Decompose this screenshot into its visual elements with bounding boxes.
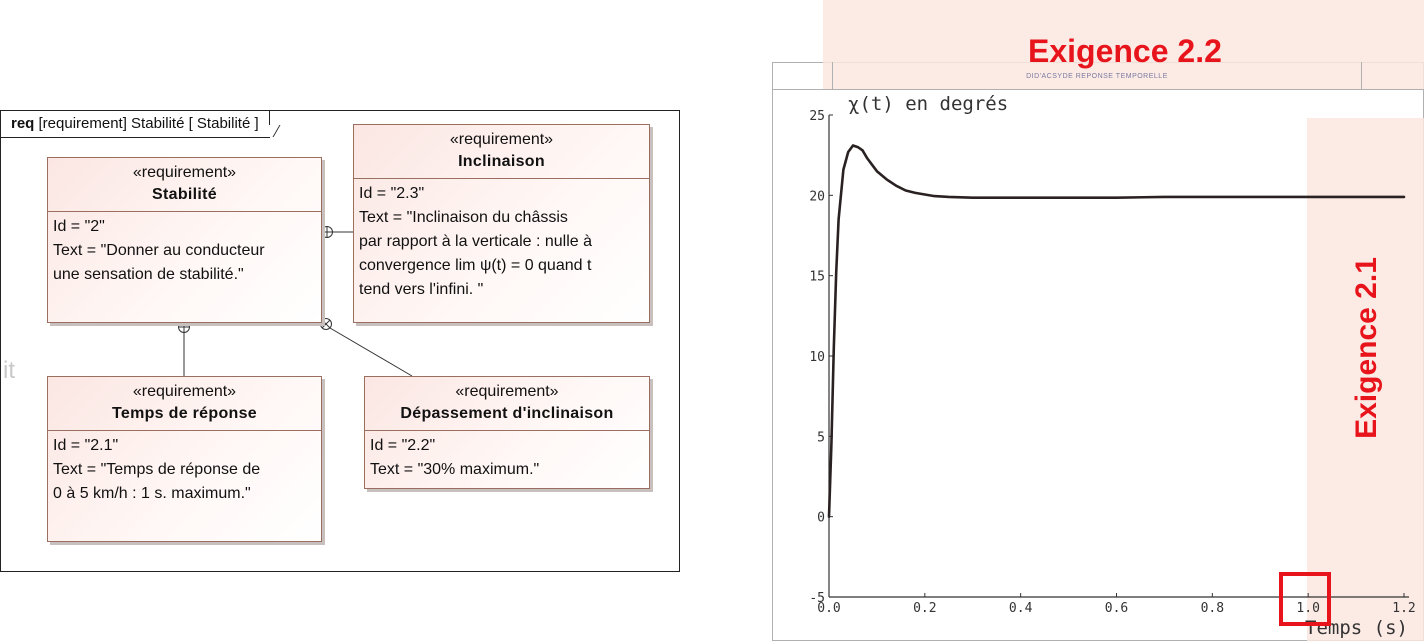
chart-ticks: -5 0 5 10 15 20 25 0.0 0.2 0.4 0.6 0.8 1.0 1.2 bbox=[809, 109, 1415, 616]
requirement-line: une sensation de stabilité." bbox=[53, 266, 244, 283]
chart-title: χ(t) en degrés bbox=[848, 93, 1008, 115]
requirement-name: Stabilité bbox=[152, 186, 217, 203]
requirement-body: Id = "2.2" Text = "30% maximum." bbox=[365, 431, 649, 485]
chart-series bbox=[827, 144, 1406, 519]
requirement-line: Text = "Inclinaison du châssis bbox=[359, 209, 568, 226]
requirement-stereotype: «requirement» bbox=[132, 383, 237, 400]
chart-axes bbox=[828, 115, 1409, 598]
y-tick-label: 5 bbox=[817, 430, 825, 445]
requirement-name: Dépassement d'inclinaison bbox=[400, 405, 614, 422]
requirement-body: Id = "2" Text = "Donner au conducteur un… bbox=[48, 212, 321, 290]
x-tick-label: 0.4 bbox=[1009, 601, 1033, 616]
containment-icon bbox=[320, 318, 332, 330]
frame-title: [requirement] Stabilité [ Stabilité ] bbox=[38, 115, 259, 132]
highlight-box bbox=[1279, 572, 1331, 626]
requirement-name: Temps de réponse bbox=[112, 405, 257, 422]
x-tick-label: 1.2 bbox=[1392, 601, 1415, 616]
requirement-line: tend vers l'infini. " bbox=[359, 281, 484, 298]
series-line bbox=[827, 144, 1406, 519]
requirement-line: 0 à 5 km/h : 1 s. maximum." bbox=[53, 485, 251, 502]
ghost-text: it bbox=[3, 357, 15, 384]
requirement-line: par rapport à la verticale : nulle à bbox=[359, 233, 593, 250]
y-tick-label: 20 bbox=[809, 189, 825, 204]
x-tick-label: 0.0 bbox=[817, 601, 840, 616]
exigence-22-band bbox=[823, 0, 1424, 90]
requirement-line: Id = "2.3" bbox=[359, 185, 425, 202]
frame-keyword: req bbox=[11, 115, 35, 132]
chart-header: DID'ACSYDE REPONSE TEMPORELLE bbox=[772, 62, 1424, 90]
requirement-name: Inclinaison bbox=[458, 153, 545, 170]
requirement-line: Text = "30% maximum." bbox=[370, 461, 540, 478]
y-tick-label: 15 bbox=[809, 270, 825, 285]
x-tick-label: 0.6 bbox=[1105, 601, 1128, 616]
requirement-inclinaison[interactable]: «requirement» Inclinaison Id = "2.3" Tex… bbox=[353, 124, 650, 323]
requirement-body: Id = "2.1" Text = "Temps de réponse de 0… bbox=[48, 431, 321, 509]
requirement-header: «requirement» Stabilité bbox=[48, 158, 321, 212]
containment-icon bbox=[321, 226, 333, 238]
exigence-21-label: Exigence 2.1 bbox=[1350, 257, 1383, 439]
requirement-stereotype: «requirement» bbox=[455, 383, 559, 400]
requirement-line: Id = "2.1" bbox=[53, 437, 119, 454]
requirement-header: «requirement» Inclinaison bbox=[354, 125, 649, 179]
chart-header-title: DID'ACSYDE REPONSE TEMPORELLE bbox=[832, 62, 1362, 90]
requirement-body: Id = "2.3" Text = "Inclinaison du châssi… bbox=[354, 179, 649, 305]
x-tick-label: 0.8 bbox=[1201, 601, 1224, 616]
requirement-temps-de-reponse[interactable]: «requirement» Temps de réponse Id = "2.1… bbox=[47, 376, 322, 542]
requirement-header: «requirement» Temps de réponse bbox=[48, 377, 321, 431]
exigence-22-label: Exigence 2.2 bbox=[1028, 33, 1222, 69]
relation-connectors bbox=[178, 226, 413, 377]
y-tick-label: 0 bbox=[817, 511, 825, 526]
requirement-line: convergence lim ψ(t) = 0 quand t bbox=[359, 257, 592, 274]
requirement-line: Id = "2.2" bbox=[370, 437, 436, 454]
exigence-21-band bbox=[1307, 118, 1424, 641]
y-tick-label: -5 bbox=[809, 591, 825, 606]
requirement-line: Text = "Donner au conducteur bbox=[53, 242, 265, 259]
x-tick-label: 0.2 bbox=[913, 601, 936, 616]
requirement-header: «requirement» Dépassement d'inclinaison bbox=[365, 377, 649, 431]
relation-line-depassement bbox=[329, 327, 413, 377]
y-tick-label: 25 bbox=[809, 109, 825, 124]
diagram-frame-tab: req [requirement] Stabilité [ Stabilité … bbox=[1, 111, 270, 138]
requirement-line: Text = "Temps de réponse de bbox=[53, 461, 261, 478]
requirement-stereotype: «requirement» bbox=[449, 131, 554, 148]
requirement-line: Id = "2" bbox=[53, 218, 105, 235]
requirement-depassement[interactable]: «requirement» Dépassement d'inclinaison … bbox=[364, 376, 650, 489]
x-tick-label: 1.0 bbox=[1296, 601, 1319, 616]
requirement-stabilite[interactable]: «requirement» Stabilité Id = "2" Text = … bbox=[47, 157, 322, 323]
requirement-stereotype: «requirement» bbox=[132, 164, 237, 181]
y-tick-label: 10 bbox=[809, 350, 825, 365]
containment-icon bbox=[178, 321, 190, 333]
